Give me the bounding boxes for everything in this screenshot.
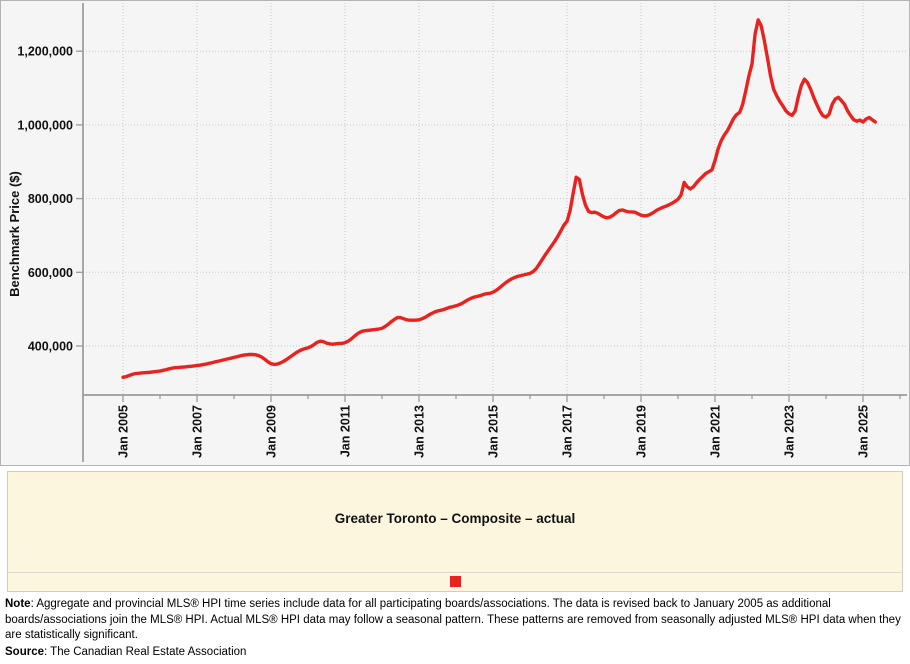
- svg-text:1,200,000: 1,200,000: [17, 45, 73, 59]
- svg-text:Jan 2013: Jan 2013: [413, 405, 427, 458]
- svg-text:Jan 2007: Jan 2007: [191, 405, 205, 458]
- source-body: : The Canadian Real Estate Association: [44, 646, 247, 658]
- svg-text:Jan 2025: Jan 2025: [857, 405, 871, 458]
- source-text: Source: The Canadian Real Estate Associa…: [5, 646, 906, 658]
- legend-box: Greater Toronto – Composite – actual: [7, 471, 903, 592]
- svg-text:600,000: 600,000: [28, 266, 73, 280]
- legend-series-marker[interactable]: [450, 576, 461, 587]
- svg-text:400,000: 400,000: [28, 340, 73, 354]
- note-body: : Aggregate and provincial MLS® HPI time…: [5, 598, 901, 641]
- note-text: Note: Aggregate and provincial MLS® HPI …: [5, 597, 906, 644]
- svg-text:Jan 2009: Jan 2009: [265, 405, 279, 458]
- svg-text:Jan 2017: Jan 2017: [561, 405, 575, 458]
- svg-text:1,000,000: 1,000,000: [17, 118, 73, 132]
- svg-text:800,000: 800,000: [28, 192, 73, 206]
- y-axis-title: Benchmark Price ($): [7, 171, 22, 297]
- svg-text:Jan 2015: Jan 2015: [487, 405, 501, 458]
- price-chart-figure: 400,000 600,000 800,000 1,000,000 1,200,000 J…: [0, 0, 910, 466]
- svg-text:Jan 2011: Jan 2011: [339, 405, 353, 457]
- legend-separator: [8, 572, 902, 573]
- svg-text:Jan 2005: Jan 2005: [117, 405, 131, 458]
- legend-title: Greater Toronto – Composite – actual: [334, 511, 576, 526]
- svg-text:Jan 2019: Jan 2019: [635, 405, 649, 458]
- svg-text:Jan 2023: Jan 2023: [783, 405, 797, 458]
- note-label: Note: [5, 598, 31, 610]
- price-chart-svg: 400,000 600,000 800,000 1,000,000 1,200,000 J…: [17, 3, 907, 462]
- svg-text:Jan 2021: Jan 2021: [709, 405, 723, 458]
- source-label: Source: [5, 646, 44, 658]
